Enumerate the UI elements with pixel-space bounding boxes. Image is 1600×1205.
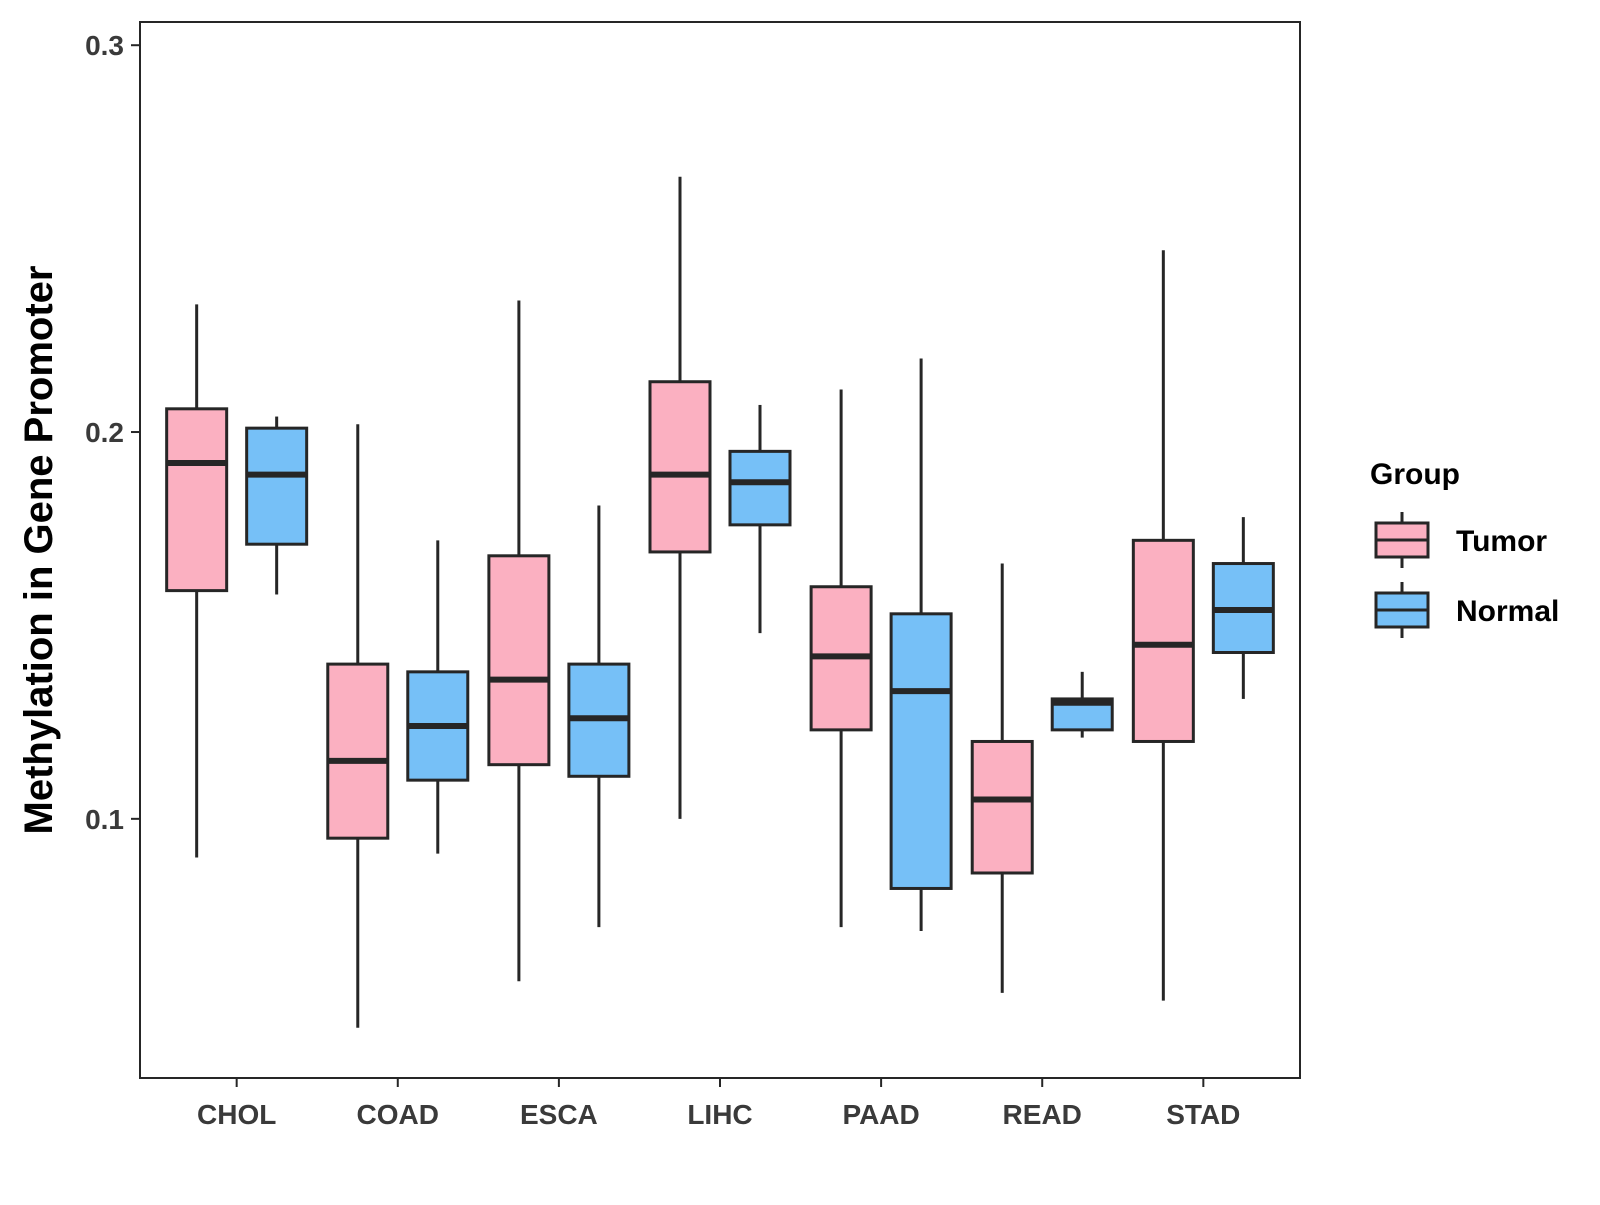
box-tumor-stad — [1131, 250, 1195, 1001]
series-tumor — [165, 176, 1195, 1028]
legend-items: Tumor Normal — [1374, 512, 1559, 638]
y-tick-label: 0.2 — [85, 417, 124, 448]
box-body — [648, 380, 712, 554]
box-tumor-coad — [326, 424, 390, 1028]
plot-marks — [165, 176, 1275, 1028]
box-normal-chol — [245, 416, 309, 595]
legend-title: Group — [1370, 458, 1460, 491]
box-tumor-paad — [809, 389, 873, 928]
legend-label: Normal — [1456, 595, 1559, 628]
box-normal-paad — [889, 358, 953, 932]
x-axis: CHOL COAD ESCA LIHC PAAD READ STAD — [197, 1078, 1240, 1130]
box-body — [487, 554, 551, 767]
series-normal — [245, 358, 1275, 932]
legend: Group Tumor Normal — [1370, 458, 1559, 638]
box-normal-read — [1050, 671, 1114, 738]
box-normal-lihc — [728, 404, 792, 634]
y-tick-label: 0.3 — [85, 30, 124, 61]
box-body — [165, 407, 229, 593]
y-axis-title: Methylation in Gene Promoter — [17, 266, 61, 835]
y-axis: 0.1 0.2 0.3 — [85, 30, 140, 835]
x-tick-label-paad: PAAD — [842, 1099, 919, 1130]
box-tumor-lihc — [648, 176, 712, 819]
box-normal-stad — [1211, 517, 1275, 699]
y-tick-label: 0.1 — [85, 804, 124, 835]
x-tick-label-coad: COAD — [357, 1099, 439, 1130]
box-tumor-esca — [487, 300, 551, 982]
box-body — [326, 662, 390, 840]
x-tick-label-read: READ — [1003, 1099, 1082, 1130]
box-tumor-chol — [165, 304, 229, 858]
box-tumor-read — [970, 563, 1034, 993]
box-body — [245, 426, 309, 546]
x-tick-label-esca: ESCA — [520, 1099, 598, 1130]
box-body — [970, 739, 1034, 875]
box-normal-esca — [567, 505, 631, 928]
box-body — [1131, 538, 1195, 743]
x-tick-label-lihc: LIHC — [687, 1099, 752, 1130]
legend-label: Tumor — [1456, 525, 1547, 558]
box-body — [728, 449, 792, 527]
box-normal-coad — [406, 540, 470, 854]
legend-item-tumor: Tumor — [1374, 512, 1547, 568]
legend-item-normal: Normal — [1374, 582, 1559, 638]
x-tick-label-chol: CHOL — [197, 1099, 276, 1130]
box-body — [889, 612, 953, 890]
x-tick-label-stad: STAD — [1166, 1099, 1240, 1130]
